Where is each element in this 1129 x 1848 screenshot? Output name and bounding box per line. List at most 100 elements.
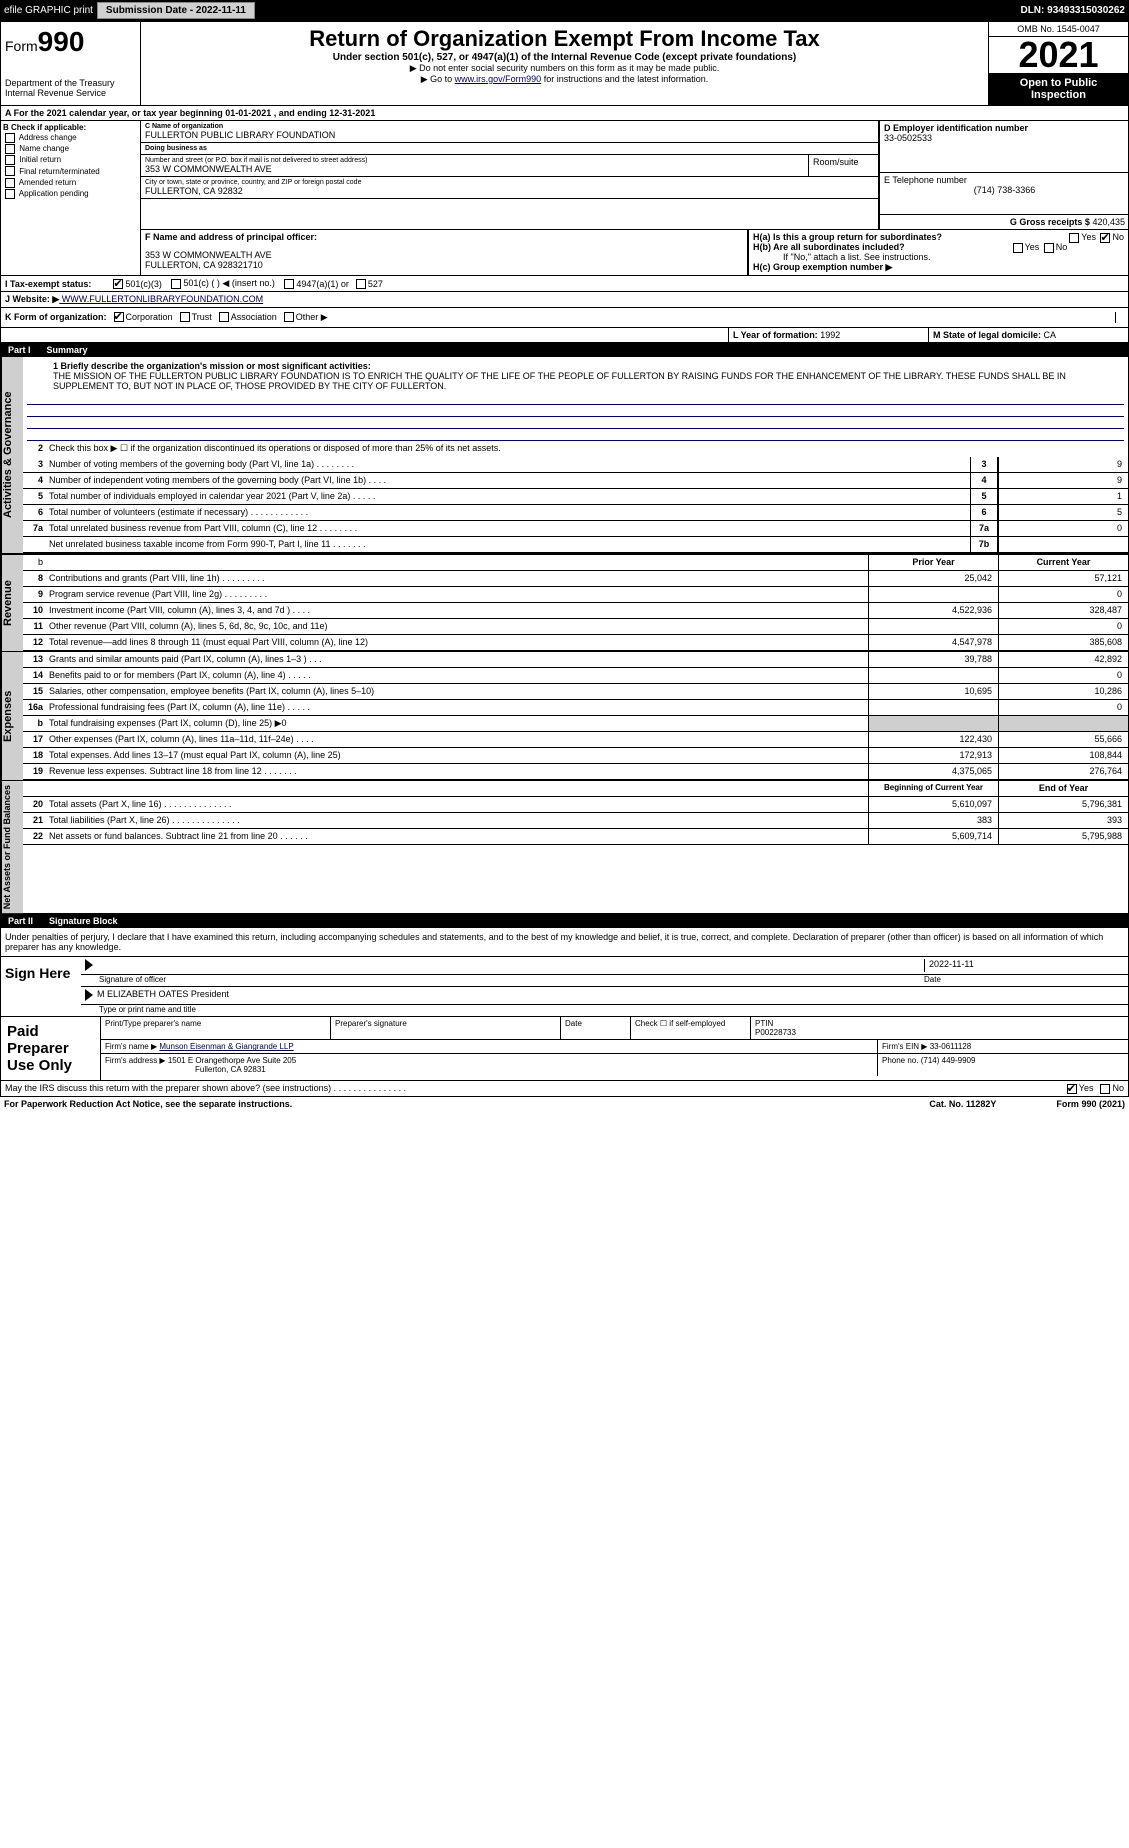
cb-final-return[interactable]: Final return/terminated (3, 166, 138, 177)
line-val: 0 (998, 521, 1128, 536)
line-desc: Total assets (Part X, line 16) . . . . .… (47, 797, 868, 812)
paid-preparer-label: Paid Preparer Use Only (1, 1017, 101, 1080)
section-b-to-g: B Check if applicable: Address change Na… (0, 121, 1129, 276)
label-city: City or town, state or province, country… (145, 179, 874, 186)
prior-year-val (868, 716, 998, 731)
phone-value: (714) 738-3366 (884, 185, 1125, 195)
current-year-val: 393 (998, 813, 1128, 828)
irs-link[interactable]: www.irs.gov/Form990 (455, 74, 542, 84)
footer: For Paperwork Reduction Act Notice, see … (0, 1097, 1129, 1111)
line-key: 7a (970, 521, 998, 536)
cb-4947[interactable] (284, 279, 294, 289)
date-lbl: Date (924, 975, 1124, 984)
current-year-val: 0 (998, 700, 1128, 715)
line-num: 4 (23, 473, 47, 488)
summary-row: 11 Other revenue (Part VIII, column (A),… (23, 619, 1128, 635)
cb-amended[interactable]: Amended return (3, 177, 138, 188)
line-desc: Net unrelated business taxable income fr… (47, 537, 970, 552)
cb-527[interactable] (356, 279, 366, 289)
firm-ein: 33-0611128 (930, 1042, 972, 1051)
summary-row: 10 Investment income (Part VIII, column … (23, 603, 1128, 619)
line-num: 14 (23, 668, 47, 683)
col-bcy: Beginning of Current Year (868, 781, 998, 796)
firm-name[interactable]: Munson Eisenman & Giangrande LLP (159, 1042, 293, 1051)
cb-initial-return[interactable]: Initial return (3, 154, 138, 165)
cb-501c[interactable] (171, 279, 181, 289)
current-year-val: 108,844 (998, 748, 1128, 763)
tab-exp: Expenses (1, 652, 23, 780)
efile-label: efile GRAPHIC print (4, 5, 93, 16)
tab-na: Net Assets or Fund Balances (1, 781, 23, 913)
arrow-icon (85, 989, 93, 1001)
line-key: 7b (970, 537, 998, 552)
arrow-icon (85, 959, 93, 971)
prior-year-val: 4,547,978 (868, 635, 998, 650)
revenue-section: Revenue b Prior Year Current Year 8 Cont… (0, 554, 1129, 652)
line-num: 8 (23, 571, 47, 586)
tab-ag: Activities & Governance (1, 357, 23, 553)
ssn-note: ▶ Do not enter social security numbers o… (145, 63, 984, 74)
line-desc: Number of voting members of the governin… (47, 457, 970, 472)
dln-label: DLN: 93493315030262 (1020, 5, 1125, 16)
blank-line (27, 393, 1124, 405)
label-d-ein: D Employer identification number (884, 123, 1125, 133)
officer-name: M ELIZABETH OATES President (97, 989, 229, 1002)
prep-date-lbl: Date (561, 1017, 631, 1039)
cb-app-pending[interactable]: Application pending (3, 188, 138, 199)
label-e-phone: E Telephone number (884, 175, 1125, 185)
current-year-val: 0 (998, 668, 1128, 683)
sign-here-label: Sign Here (1, 957, 81, 1016)
submission-date-btn[interactable]: Submission Date - 2022-11-11 (97, 2, 255, 19)
line-desc: Total revenue—add lines 8 through 11 (mu… (47, 635, 868, 650)
summary-row: 20 Total assets (Part X, line 16) . . . … (23, 797, 1128, 813)
mission-text: THE MISSION OF THE FULLERTON PUBLIC LIBR… (53, 371, 1066, 391)
label-room: Room/suite (813, 157, 874, 167)
cb-name-change[interactable]: Name change (3, 143, 138, 154)
gross-receipts: 420,435 (1092, 217, 1125, 227)
cb-discuss-no[interactable] (1100, 1084, 1110, 1094)
current-year-val: 276,764 (998, 764, 1128, 779)
h-b-note: If "No," attach a list. See instructions… (753, 252, 1124, 262)
summary-row: 14 Benefits paid to or for members (Part… (23, 668, 1128, 684)
current-year-val: 57,121 (998, 571, 1128, 586)
prior-year-val: 39,788 (868, 652, 998, 667)
org-name: FULLERTON PUBLIC LIBRARY FOUNDATION (145, 130, 874, 140)
sig-officer-lbl: Signature of officer (99, 975, 924, 984)
summary-row: 6 Total number of volunteers (estimate i… (23, 505, 1128, 521)
line-desc: Total fundraising expenses (Part IX, col… (47, 716, 868, 731)
section-b: B Check if applicable: Address change Na… (1, 121, 141, 275)
cb-discuss-yes[interactable] (1067, 1084, 1077, 1094)
row-k: K Form of organization: Corporation Trus… (0, 308, 1129, 328)
cb-address-change[interactable]: Address change (3, 132, 138, 143)
cb-501c3[interactable] (113, 279, 123, 289)
prior-year-val: 4,375,065 (868, 764, 998, 779)
summary-row: 7a Total unrelated business revenue from… (23, 521, 1128, 537)
line-desc: Investment income (Part VIII, column (A)… (47, 603, 868, 618)
cb-trust[interactable] (180, 312, 190, 322)
city-state-zip: FULLERTON, CA 92832 (145, 186, 874, 196)
firm-addr2: Fullerton, CA 92831 (195, 1065, 266, 1074)
website-link[interactable]: WWW.FULLERTONLIBRARYFOUNDATION.COM (59, 294, 263, 304)
summary-row: 13 Grants and similar amounts paid (Part… (23, 652, 1128, 668)
line-num: 13 (23, 652, 47, 667)
signature-block: Sign Here 2022-11-11 Signature of office… (0, 956, 1129, 1081)
summary-row: 8 Contributions and grants (Part VIII, l… (23, 571, 1128, 587)
discuss-row: May the IRS discuss this return with the… (0, 1081, 1129, 1097)
line-num: 22 (23, 829, 47, 844)
label-dba: Doing business as (145, 145, 874, 152)
paperwork-notice: For Paperwork Reduction Act Notice, see … (4, 1099, 292, 1109)
cb-assoc[interactable] (219, 312, 229, 322)
ptin-lbl: PTIN (755, 1019, 1124, 1028)
prior-year-val (868, 619, 998, 634)
label-g-gross: G Gross receipts $ (1010, 217, 1090, 227)
line-desc: Salaries, other compensation, employee b… (47, 684, 868, 699)
firm-addr1: 1501 E Orangethorpe Ave Suite 205 (168, 1056, 296, 1065)
line-desc: Number of independent voting members of … (47, 473, 970, 488)
street-address: 353 W COMMONWEALTH AVE (145, 164, 804, 174)
prior-year-val: 5,609,714 (868, 829, 998, 844)
line-desc: Net assets or fund balances. Subtract li… (47, 829, 868, 844)
cb-corp[interactable] (114, 312, 124, 322)
line-num: 3 (23, 457, 47, 472)
current-year-val (998, 716, 1128, 731)
cb-other[interactable] (284, 312, 294, 322)
